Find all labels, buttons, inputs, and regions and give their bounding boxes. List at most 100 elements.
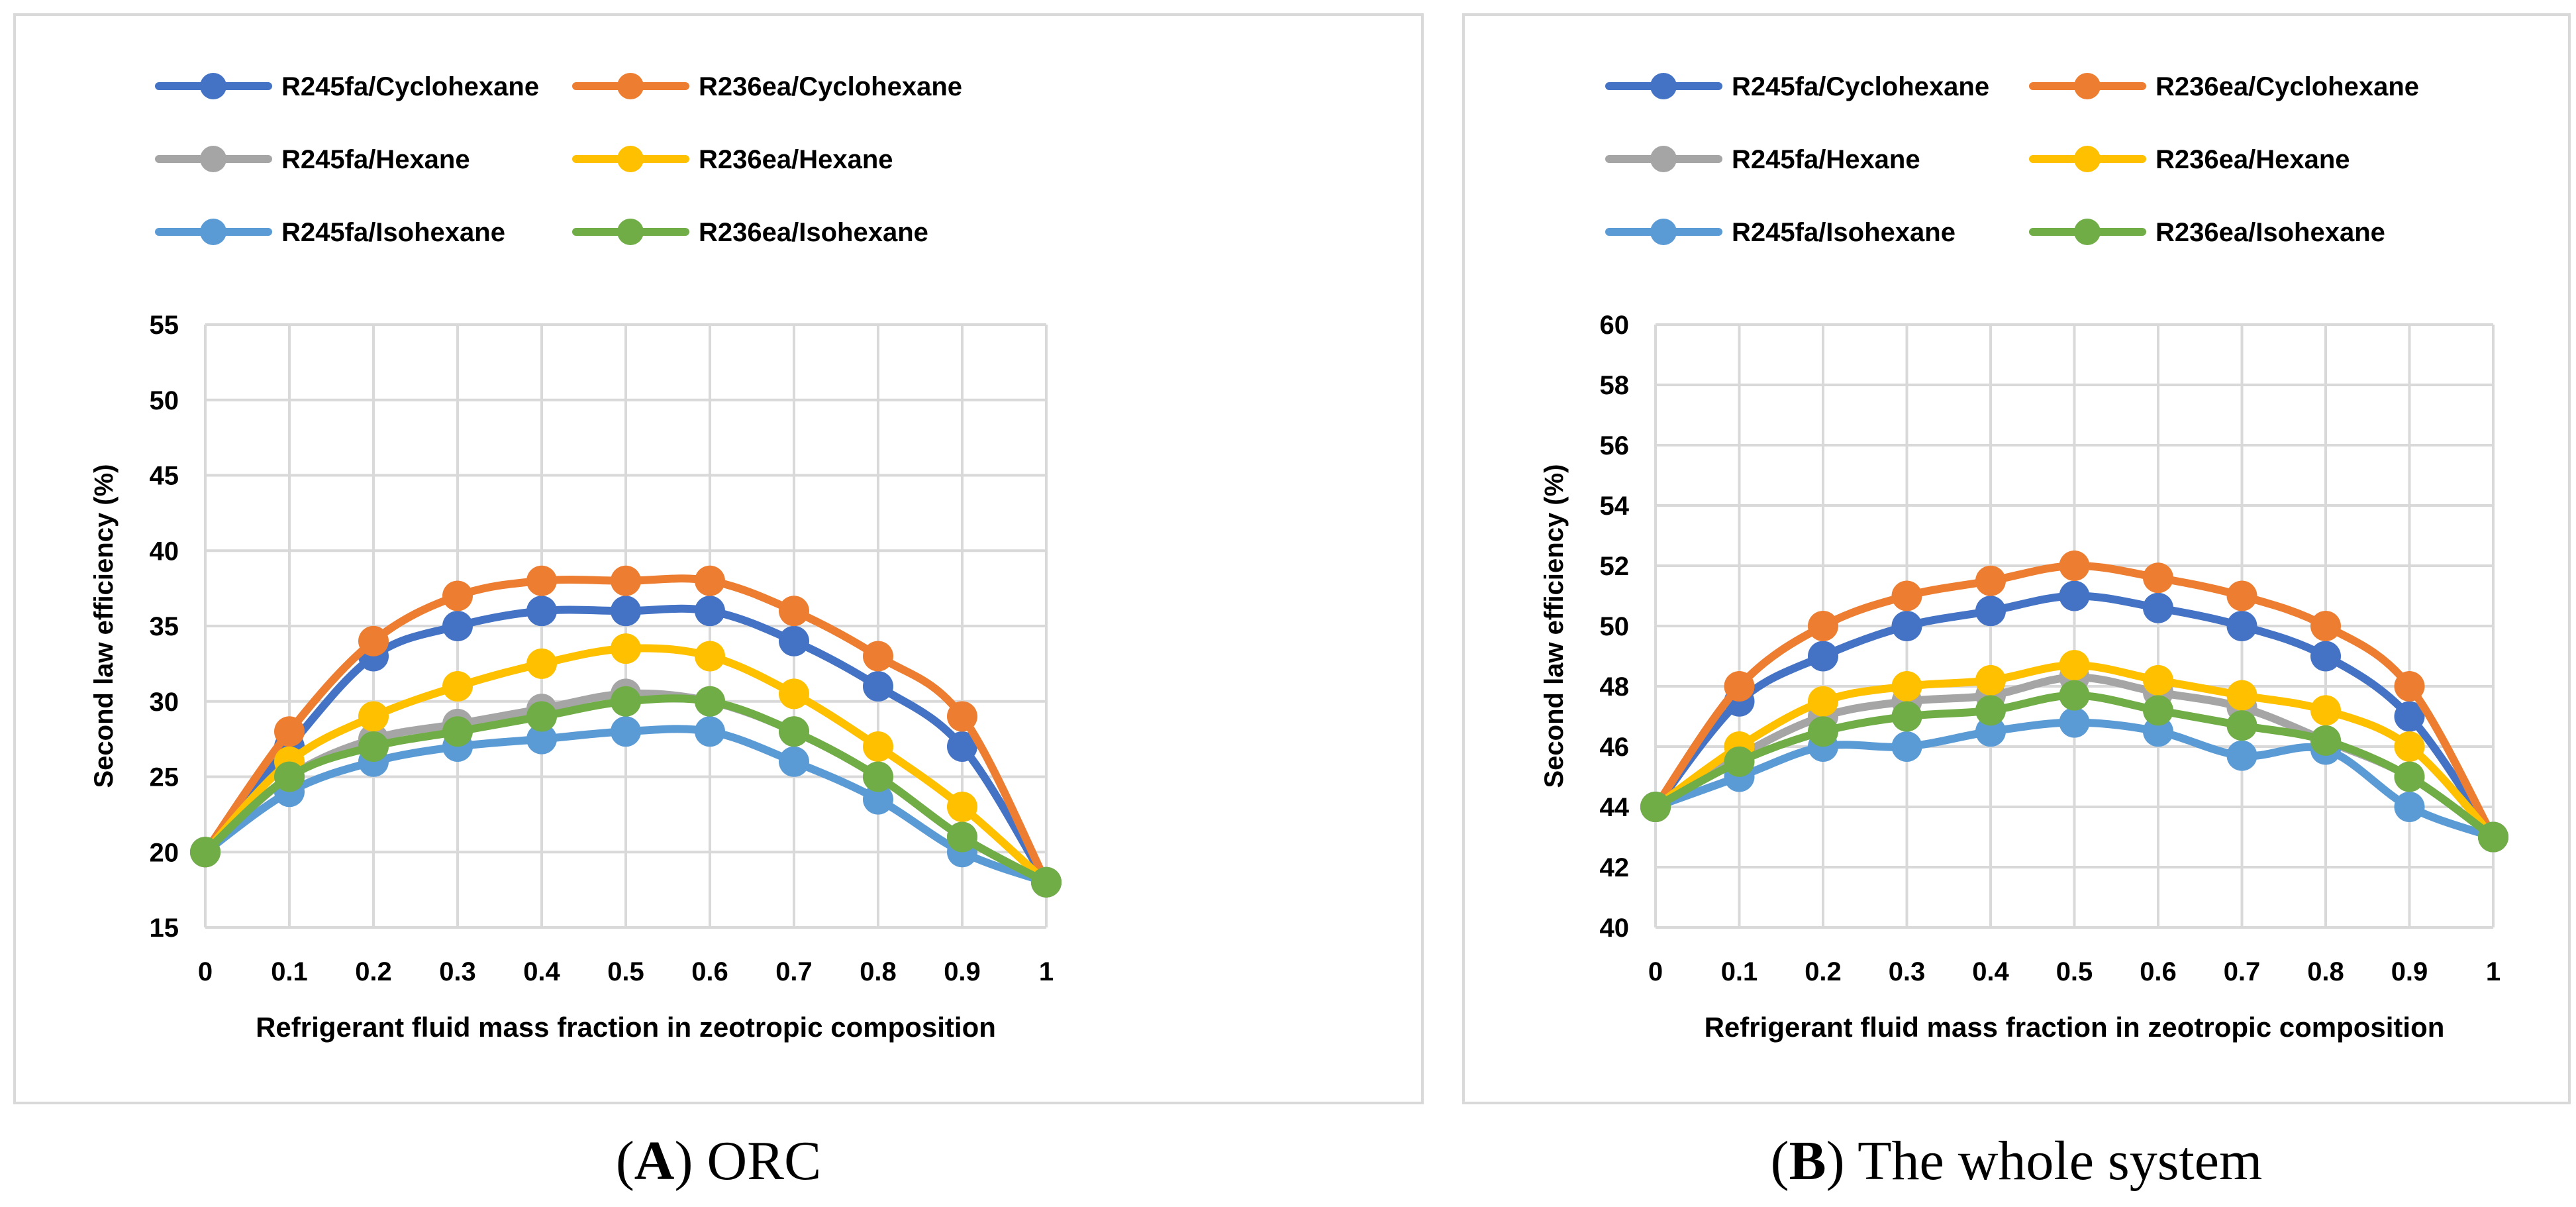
data-point-r236ea-isohexane <box>2310 725 2341 756</box>
x-tick-label: 0.5 <box>607 957 644 986</box>
data-point-r236ea-hexane <box>695 641 725 672</box>
data-point-r236ea-cyclohexane <box>1724 671 1755 702</box>
data-point-r236ea-cyclohexane <box>779 596 809 627</box>
data-point-r245fa-cyclohexane <box>526 596 557 627</box>
legend-item-r245fa-cyclohexane: R245fa/Cyclohexane <box>155 72 539 101</box>
data-point-r236ea-hexane <box>526 648 557 679</box>
y-tick-label: 25 <box>150 763 179 792</box>
data-point-r245fa-isohexane <box>611 716 641 747</box>
y-tick-label: 30 <box>150 688 179 717</box>
data-point-r236ea-isohexane <box>190 837 221 868</box>
y-tick-label: 50 <box>150 386 179 415</box>
data-point-r245fa-cyclohexane <box>779 625 809 656</box>
data-point-r245fa-isohexane <box>2143 716 2173 747</box>
y-tick-label: 48 <box>1600 672 1630 702</box>
x-tick-label: 1 <box>1039 957 1054 986</box>
data-point-r236ea-isohexane <box>695 686 725 717</box>
caption-letter: A <box>634 1130 675 1192</box>
x-tick-label: 0.4 <box>1972 957 2009 986</box>
x-tick-label: 0.7 <box>2224 957 2261 986</box>
legend-label: R236ea/Isohexane <box>699 218 928 247</box>
legend-swatch-marker <box>200 219 226 245</box>
legend-label: R245fa/Isohexane <box>281 218 505 247</box>
data-point-r236ea-isohexane <box>863 761 893 792</box>
x-tick-label: 0 <box>198 957 213 986</box>
data-point-r245fa-isohexane <box>1975 716 2006 747</box>
data-point-r236ea-isohexane <box>1808 716 1838 747</box>
data-point-r245fa-cyclohexane <box>442 611 473 641</box>
x-tick-label: 0.4 <box>523 957 560 986</box>
data-point-r236ea-isohexane <box>274 761 305 792</box>
data-point-r236ea-isohexane <box>1975 695 2006 726</box>
legend-item-r236ea-cyclohexane: R236ea/Cyclohexane <box>572 72 962 101</box>
series-r236ea-hexane <box>190 633 1062 898</box>
y-tick-label: 50 <box>1600 612 1630 641</box>
legend-swatch-marker <box>1650 73 1677 99</box>
chart-a-orc: 15 20 25 30 35 40 45 50 55 0 0.1 0.2 0.3 0.4 0.5 0.6 0.7… <box>13 13 1424 1192</box>
caption-letter: B <box>1789 1130 1826 1192</box>
data-point-r236ea-isohexane <box>2059 680 2090 711</box>
y-tick-label: 15 <box>150 914 179 943</box>
series-r236ea-isohexane <box>190 686 1062 898</box>
data-point-r245fa-isohexane <box>2226 740 2257 771</box>
data-point-r236ea-isohexane <box>611 686 641 717</box>
data-point-r236ea-hexane <box>611 633 641 664</box>
data-point-r236ea-hexane <box>779 678 809 709</box>
x-tick-label: 0.8 <box>2307 957 2344 986</box>
data-point-r245fa-cyclohexane <box>1891 611 1922 641</box>
data-point-r236ea-isohexane <box>1891 701 1922 732</box>
x-tick-label: 0.3 <box>439 957 476 986</box>
data-point-r245fa-isohexane <box>695 716 725 747</box>
y-axis-title: Second law efficiency (%) <box>1540 464 1569 788</box>
data-point-r245fa-cyclohexane <box>2394 701 2425 732</box>
data-point-r236ea-cyclohexane <box>611 565 641 596</box>
legend-swatch-marker <box>1650 146 1677 172</box>
legend-label: R245fa/Isohexane <box>1732 218 1956 247</box>
data-point-r245fa-isohexane <box>2059 707 2090 738</box>
y-tick-label: 44 <box>1600 793 1630 822</box>
data-point-r245fa-isohexane <box>863 784 893 815</box>
data-point-r236ea-cyclohexane <box>695 565 725 596</box>
figure-caption: (B) The whole system <box>1771 1130 2263 1192</box>
legend-item-r245fa-isohexane: R245fa/Isohexane <box>1605 218 1956 247</box>
caption-text: ) ORC <box>674 1130 821 1192</box>
data-point-r236ea-cyclohexane <box>2226 580 2257 611</box>
y-tick-label: 35 <box>150 612 179 641</box>
data-point-r236ea-hexane <box>2394 731 2425 762</box>
caption-text: ) The whole system <box>1826 1130 2263 1192</box>
legend: R245fa/Cyclohexane R236ea/Cyclohexane R245… <box>1605 72 2419 247</box>
data-point-r236ea-hexane <box>442 671 473 702</box>
data-point-r245fa-cyclohexane <box>1808 641 1838 672</box>
y-tick-label: 45 <box>150 462 179 491</box>
data-point-r245fa-cyclohexane <box>2310 641 2341 672</box>
data-point-r236ea-isohexane <box>442 716 473 747</box>
y-tick-label: 54 <box>1600 492 1630 521</box>
data-point-r236ea-isohexane <box>2394 761 2425 792</box>
legend-swatch-marker <box>1650 219 1677 245</box>
series-r245fa-cyclohexane <box>1640 580 2508 853</box>
x-tick-label: 0.1 <box>271 957 308 986</box>
chart-frame <box>1462 13 2571 1104</box>
legend-swatch-marker <box>2074 219 2101 245</box>
legend: R245fa/Cyclohexane R236ea/Cyclohexane R245… <box>155 72 962 247</box>
series-group <box>1640 551 2508 853</box>
x-tick-label: 0.6 <box>691 957 728 986</box>
x-tick-label: 0.8 <box>860 957 897 986</box>
y-tick-label: 60 <box>1600 311 1630 340</box>
data-point-r236ea-cyclohexane <box>863 641 893 672</box>
data-point-r236ea-cyclohexane <box>947 701 977 732</box>
y-tick-label: 52 <box>1600 552 1630 581</box>
y-tick-label: 55 <box>150 311 179 340</box>
data-point-r236ea-cyclohexane <box>1891 580 1922 611</box>
data-point-r245fa-cyclohexane <box>611 596 641 627</box>
data-point-r236ea-hexane <box>2310 695 2341 726</box>
data-point-r245fa-cyclohexane <box>2143 592 2173 623</box>
data-point-r236ea-hexane <box>1808 686 1838 717</box>
data-point-r245fa-isohexane <box>2394 792 2425 822</box>
legend-swatch-marker <box>200 146 226 172</box>
legend-label: R245fa/Hexane <box>281 145 470 174</box>
y-tick-label: 20 <box>150 838 179 867</box>
chart-b-whole-system: 40 42 44 46 48 50 52 54 56 58 60 0 0.1 0.2 0.3 0.4 0.5 0.… <box>1462 13 2571 1192</box>
data-point-r245fa-cyclohexane <box>947 731 977 762</box>
